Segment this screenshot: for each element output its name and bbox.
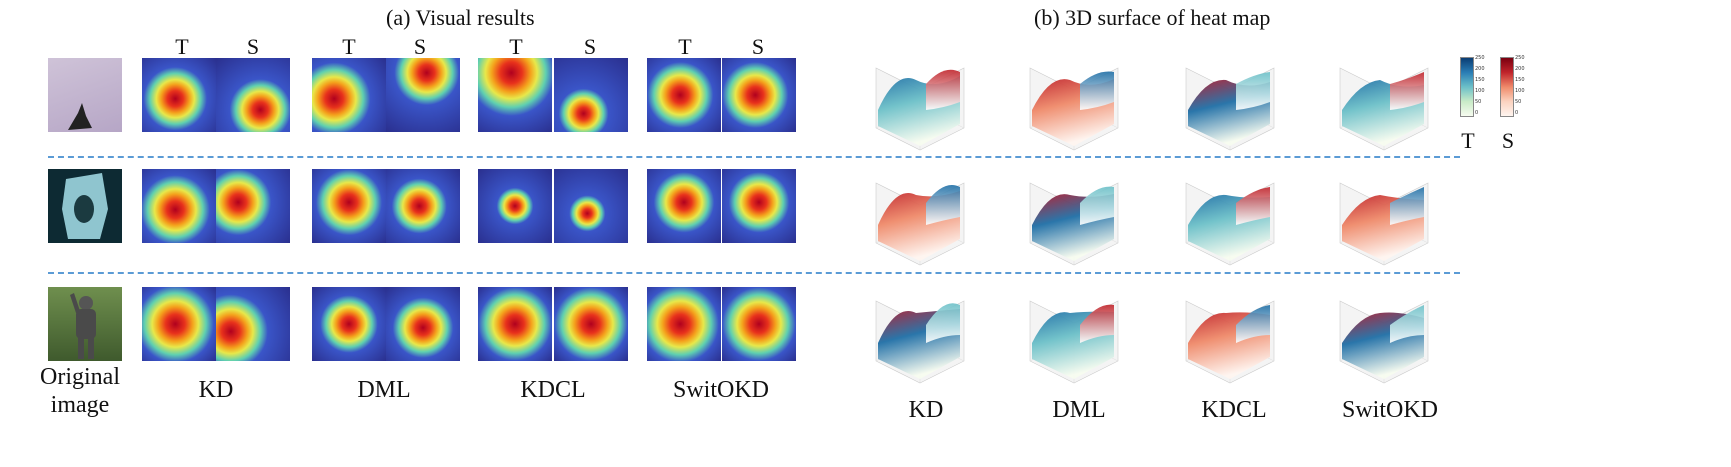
method-label-kdcl-b: KDCL xyxy=(1201,397,1267,423)
statue-row-heatmap-3 xyxy=(386,287,460,361)
colorbar-student xyxy=(1500,57,1514,117)
row-separator-1 xyxy=(48,156,1460,158)
column-header-kdcl-teacher: T xyxy=(509,34,523,59)
row-separator-2 xyxy=(48,272,1460,274)
face-row-heatmap-6 xyxy=(647,169,721,243)
panel-b-title: (b) 3D surface of heat map xyxy=(1034,5,1271,30)
face-row-heatmap-2 xyxy=(312,169,386,243)
method-label-switokd-b: SwitOKD xyxy=(1341,397,1438,423)
statue-row-heatmap-7 xyxy=(722,287,796,361)
column-header-dml-student: S xyxy=(413,34,427,59)
rabbit-row-heatmap-7 xyxy=(722,58,796,132)
rabbit-row-heatmap-6 xyxy=(647,58,721,132)
3d-surface-icon-0-0 xyxy=(875,67,965,151)
colorbar-student-label: S xyxy=(1501,128,1515,153)
3d-surface-icon-1-1 xyxy=(1029,182,1119,266)
original-image-rabbit xyxy=(48,58,122,132)
method-label-switokd-a: SwitOKD xyxy=(672,377,769,403)
statue-row-heatmap-4 xyxy=(478,287,552,361)
rabbit-row-heatmap-0 xyxy=(142,58,216,132)
colorbar-student-tick-4: 50 xyxy=(1515,99,1522,105)
colorbar-teacher-tick-2: 150 xyxy=(1475,77,1485,83)
column-header-kd-teacher: T xyxy=(175,34,189,59)
panel-a-title: (a) Visual results xyxy=(386,5,535,30)
colorbar-student-tick-1: 200 xyxy=(1515,66,1525,72)
original-image-statue xyxy=(48,287,122,361)
3d-surface-icon-2-1 xyxy=(1029,300,1119,384)
method-label-kd-a: KD xyxy=(198,377,234,403)
3d-surface-icon-1-3 xyxy=(1339,182,1429,266)
rabbit-row-heatmap-3 xyxy=(386,58,460,132)
colorbar-teacher-label: T xyxy=(1461,128,1475,153)
rabbit-row-heatmap-4 xyxy=(478,58,552,132)
face-row-heatmap-0 xyxy=(142,169,216,243)
colorbar-teacher-tick-4: 50 xyxy=(1475,99,1482,105)
face-row-heatmap-5 xyxy=(554,169,628,243)
original-label-line1: Original xyxy=(40,364,120,390)
method-label-dml-b: DML xyxy=(1052,397,1106,423)
column-header-kdcl-student: S xyxy=(583,34,597,59)
column-header-switokd-student: S xyxy=(751,34,765,59)
colorbar-teacher-tick-3: 100 xyxy=(1475,88,1485,94)
face-row-heatmap-1 xyxy=(216,169,290,243)
face-row-heatmap-4 xyxy=(478,169,552,243)
column-header-kd-student: S xyxy=(246,34,260,59)
colorbar-teacher-tick-5: 0 xyxy=(1475,110,1479,116)
statue-row-heatmap-1 xyxy=(216,287,290,361)
face-row-heatmap-3 xyxy=(386,169,460,243)
statue-row-heatmap-5 xyxy=(554,287,628,361)
3d-surface-icon-1-2 xyxy=(1185,182,1275,266)
column-header-dml-teacher: T xyxy=(342,34,356,59)
3d-surface-icon-0-1 xyxy=(1029,67,1119,151)
rabbit-row-heatmap-1 xyxy=(216,58,290,132)
colorbar-teacher-tick-1: 200 xyxy=(1475,66,1485,72)
colorbar-student-tick-5: 0 xyxy=(1515,110,1519,116)
3d-surface-icon-2-2 xyxy=(1185,300,1275,384)
colorbar-teacher-tick-0: 250 xyxy=(1475,55,1485,61)
statue-row-heatmap-0 xyxy=(142,287,216,361)
colorbar-student-tick-2: 150 xyxy=(1515,77,1525,83)
3d-surface-icon-0-2 xyxy=(1185,67,1275,151)
method-label-kd-b: KD xyxy=(908,397,944,423)
statue-row-heatmap-6 xyxy=(647,287,721,361)
statue-row-heatmap-2 xyxy=(312,287,386,361)
colorbar-student-tick-0: 250 xyxy=(1515,55,1525,61)
3d-surface-icon-2-0 xyxy=(875,300,965,384)
rabbit-row-heatmap-5 xyxy=(554,58,628,132)
3d-surface-icon-0-3 xyxy=(1339,67,1429,151)
method-label-kdcl-a: KDCL xyxy=(520,377,586,403)
method-label-dml-a: DML xyxy=(357,377,411,403)
colorbar-student-tick-3: 100 xyxy=(1515,88,1525,94)
column-header-switokd-teacher: T xyxy=(678,34,692,59)
rabbit-row-heatmap-2 xyxy=(312,58,386,132)
3d-surface-icon-2-3 xyxy=(1339,300,1429,384)
colorbar-teacher xyxy=(1460,57,1474,117)
face-row-heatmap-7 xyxy=(722,169,796,243)
original-label-line2: image xyxy=(50,392,110,418)
3d-surface-icon-1-0 xyxy=(875,182,965,266)
original-image-face xyxy=(48,169,122,243)
